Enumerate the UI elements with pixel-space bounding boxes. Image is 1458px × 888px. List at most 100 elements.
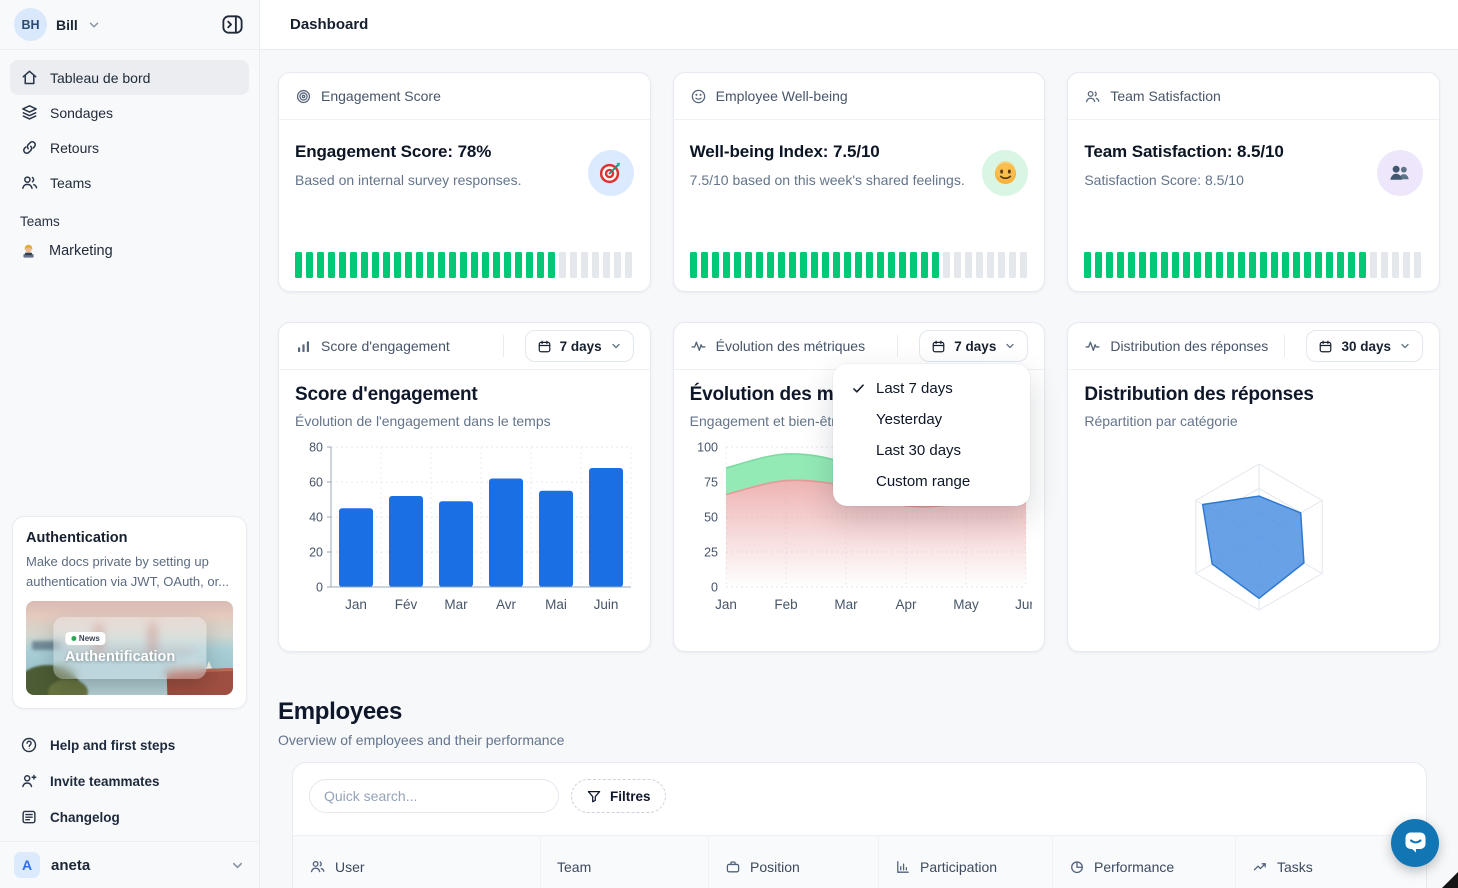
bar-chart: 0 20 40 60 80 Jan Fév Mar Avr Mai Juin [309, 441, 632, 612]
main-area: Dashboard Engagement Score Engagement Sc… [260, 0, 1458, 888]
bar-chart-icon [895, 859, 911, 875]
pie-chart-icon [1069, 859, 1085, 875]
calendar-icon [537, 339, 552, 354]
range-selector-7days[interactable]: 7 days [524, 330, 634, 362]
response-distribution-card: Distribution des réponses 30 days Distri… [1067, 322, 1440, 652]
smile-emoji [982, 150, 1029, 196]
svg-text:Mar: Mar [834, 597, 858, 612]
promo-image: News Authentification [26, 601, 233, 695]
calendar-icon [1318, 339, 1333, 354]
footer-item-label: Help and first steps [50, 737, 176, 753]
employees-section-header: Employees Overview of employees and thei… [278, 698, 1440, 748]
svg-text:60: 60 [309, 476, 323, 490]
smile-icon [690, 88, 707, 105]
chat-bubble-icon [1405, 832, 1425, 853]
activity-icon [690, 338, 707, 355]
panel-collapse-icon [222, 15, 243, 34]
sidebar-item-marketing[interactable]: Marketing [0, 233, 259, 269]
stat-subtitle: Satisfaction Score: 8.5/10 [1084, 172, 1244, 188]
sidebar: BH Bill Tableau de bord Sondages Retours [0, 0, 260, 888]
employees-table-panel: Filtres User Team Position Participation [292, 762, 1427, 888]
search-input[interactable] [309, 779, 559, 813]
employees-subtitle: Overview of employees and their performa… [278, 732, 565, 748]
chart-title: Distribution des réponses [1084, 384, 1314, 405]
menu-item-last-7-days[interactable]: Last 7 days [833, 373, 1030, 404]
engagement-score-card: Engagement Score Engagement Score: 78% B… [278, 72, 651, 292]
team-item-label: Marketing [49, 243, 113, 259]
column-header-performance: Performance [1053, 836, 1236, 888]
mini-bar-icon [295, 338, 312, 355]
collapse-sidebar-button[interactable] [220, 12, 245, 37]
card-header-label: Employee Well-being [715, 88, 848, 104]
range-selector-7days[interactable]: 7 days [919, 330, 1029, 362]
green-dot-icon [70, 635, 76, 641]
busts-emoji [1376, 150, 1423, 196]
sidebar-item-tableau-de-bord[interactable]: Tableau de bord [10, 60, 249, 95]
chevron-down-icon [610, 340, 622, 352]
stat-title: Well-being Index: 7.5/10 [689, 142, 880, 161]
column-header-team: Team [541, 836, 709, 888]
calendar-icon [931, 339, 946, 354]
workspace-avatar: A [14, 852, 40, 878]
team-satisfaction-card: Team Satisfaction Team Satisfaction: 8.5… [1067, 72, 1440, 292]
users-icon [20, 173, 39, 192]
svg-text:Jan: Jan [715, 597, 737, 612]
link-icon [20, 138, 39, 157]
svg-text:Mar: Mar [444, 597, 468, 612]
svg-text:Juin: Juin [594, 597, 619, 612]
wellbeing-card: Employee Well-being Well-being Index: 7.… [672, 72, 1046, 292]
svg-text:Avr: Avr [496, 597, 517, 612]
workspace-switcher[interactable]: A aneta [0, 841, 259, 888]
column-header-tasks: Tasks [1236, 836, 1426, 888]
sidebar-item-retours[interactable]: Retours [10, 130, 249, 165]
user-menu[interactable]: Bill [56, 16, 78, 33]
menu-item-yesterday[interactable]: Yesterday [876, 411, 943, 428]
filters-button[interactable]: Filtres [571, 779, 666, 813]
changelog-icon [20, 808, 38, 826]
chart-subtitle: Répartition par catégorie [1084, 413, 1238, 429]
svg-text:Apr: Apr [895, 597, 917, 612]
sidebar-nav: Tableau de bord Sondages Retours Teams [0, 50, 259, 200]
sidebar-item-label: Retours [50, 139, 100, 156]
divider [1284, 335, 1286, 357]
chevron-down-icon [87, 18, 101, 32]
chevron-down-icon [1399, 340, 1411, 352]
users-icon [309, 858, 326, 875]
trend-up-icon [1252, 859, 1268, 875]
sidebar-item-changelog[interactable]: Changelog [10, 799, 249, 835]
promo-title: Authentication [26, 530, 128, 546]
home-icon [20, 68, 39, 87]
promo-image-title: Authentification [64, 648, 176, 665]
menu-item-last-30-days[interactable]: Last 30 days [876, 442, 962, 459]
sidebar-item-help[interactable]: Help and first steps [10, 727, 249, 763]
sidebar-item-teams[interactable]: Teams [10, 165, 249, 200]
target-emoji [587, 150, 634, 196]
engagement-chart-card: Score d'engagement 7 days Score d'engage… [278, 322, 651, 652]
sidebar-item-sondages[interactable]: Sondages [10, 95, 249, 130]
workspace-name: aneta [51, 856, 91, 874]
footer-item-label: Invite teammates [50, 773, 160, 789]
topbar: Dashboard [260, 0, 1458, 50]
card-header-label: Distribution des réponses [1110, 338, 1269, 354]
promo-description: Make docs private by setting up authenti… [26, 554, 230, 589]
svg-text:May: May [953, 597, 979, 612]
chat-launcher-button[interactable] [1391, 819, 1439, 867]
stat-title: Team Satisfaction: 8.5/10 [1084, 142, 1284, 161]
authentication-promo-card[interactable]: Authentication Make docs private by sett… [12, 516, 247, 709]
stat-title: Engagement Score: 78% [295, 142, 492, 161]
range-selector-30days[interactable]: 30 days [1306, 330, 1423, 362]
funnel-icon [586, 788, 602, 804]
chevron-down-icon [230, 858, 245, 873]
chart-subtitle: Engagement et bien-être [689, 413, 844, 429]
sidebar-item-invite-teammates[interactable]: Invite teammates [10, 763, 249, 799]
stat-subtitle: Based on internal survey responses. [295, 172, 522, 188]
card-header-label: Engagement Score [321, 88, 441, 104]
news-badge: News [64, 631, 106, 645]
svg-text:Feb: Feb [774, 597, 797, 612]
progress-sparkline [1084, 252, 1423, 278]
user-plus-icon [20, 772, 38, 790]
divider [897, 335, 899, 357]
sidebar-item-label: Tableau de bord [50, 69, 151, 86]
svg-text:40: 40 [309, 511, 323, 525]
menu-item-custom-range[interactable]: Custom range [876, 473, 971, 490]
